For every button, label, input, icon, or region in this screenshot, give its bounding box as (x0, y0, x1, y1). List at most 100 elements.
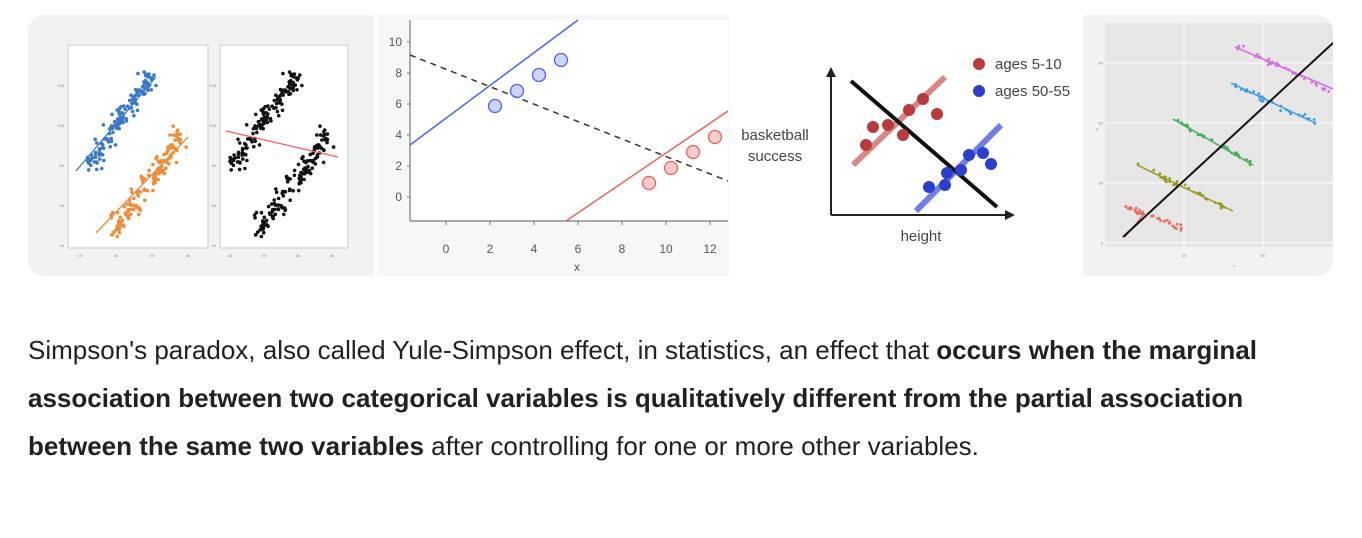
combined-point (302, 177, 306, 182)
group-point (1258, 95, 1262, 99)
group-point (1310, 80, 1314, 84)
blue-point (152, 73, 156, 77)
y-tick-label: 10 (389, 35, 403, 49)
group-point (1227, 148, 1230, 152)
combined-point (295, 88, 299, 92)
group-point (1302, 77, 1306, 81)
combined-point (280, 108, 285, 113)
group-point (1163, 175, 1166, 179)
x-tick-label: 20 (262, 253, 267, 258)
combined-point (292, 168, 297, 173)
combined-point (310, 166, 315, 170)
combined-point (252, 213, 257, 217)
orange-point (110, 232, 114, 237)
legend-marker-old (973, 85, 985, 97)
group-point (1157, 217, 1161, 220)
combined-point (231, 157, 236, 162)
group-point (1297, 113, 1301, 117)
combined-point (261, 230, 266, 235)
legend-label-old: ages 50-55 (995, 83, 1070, 100)
blue-point (130, 97, 135, 102)
regression-lines-image[interactable]: 10 8 6 4 2 0 0 2 4 6 8 10 12 x (378, 15, 729, 276)
orange-point (117, 221, 121, 226)
group-point (1234, 84, 1237, 87)
combined-point (308, 171, 313, 176)
basketball-height-image[interactable]: basketball success height ages 5-10 ages… (733, 15, 1079, 276)
old-point (977, 147, 989, 159)
y-tick-label: 40 (60, 243, 65, 248)
combined-point (244, 143, 248, 147)
group-point (1138, 208, 1141, 212)
combined-point (285, 179, 290, 184)
combined-point (270, 104, 274, 108)
combined-point (283, 190, 288, 194)
group-point (1289, 110, 1292, 114)
group-point (1168, 177, 1172, 180)
blue-point (509, 83, 525, 99)
combined-point (300, 83, 304, 88)
combined-point (260, 117, 264, 121)
young-point (917, 93, 929, 105)
blue-point (127, 98, 132, 103)
group-point (1179, 223, 1183, 227)
combined-point (276, 207, 280, 211)
x-tick-label: 30 (330, 253, 335, 258)
group-point (1248, 91, 1252, 94)
snippet-text-bold: occurs when the marginal association bet… (28, 335, 1257, 461)
combined-point (322, 128, 327, 132)
group-point (1279, 104, 1283, 108)
young-point (897, 129, 909, 141)
orange-point (145, 188, 150, 193)
combined-point (318, 133, 323, 137)
combined-point (237, 141, 242, 145)
group-point (1260, 95, 1264, 98)
combined-point (283, 90, 288, 94)
group-point (1171, 224, 1175, 228)
combined-point (280, 189, 285, 194)
orange-point (139, 174, 144, 179)
orange-point (168, 143, 173, 148)
blue-point (101, 123, 106, 127)
combined-point (251, 126, 256, 131)
group-point (1165, 218, 1169, 222)
combined-point (315, 155, 319, 160)
y-tick-label: 100 (209, 123, 216, 128)
blue-point (115, 108, 119, 112)
group-point (1242, 44, 1245, 48)
combined-point (304, 160, 308, 165)
combined-point (276, 113, 281, 118)
group-point (1163, 178, 1167, 182)
blue-point (87, 161, 91, 165)
group-point (1164, 180, 1168, 184)
blue-point (109, 136, 113, 141)
combined-point (298, 173, 302, 178)
scatter-plots-image[interactable]: 120 100 80 60 40 15 20 25 30 120 100 80 60 40 15 20 25 3… (28, 15, 374, 276)
group-point (1181, 123, 1185, 126)
snippet-text-end: after controlling for one or more other … (423, 431, 979, 461)
old-point (955, 164, 967, 176)
orange-point (117, 230, 122, 235)
combined-point (282, 212, 286, 217)
combined-point (253, 112, 258, 117)
group-point (1175, 180, 1179, 183)
young-point (931, 108, 943, 120)
group-point (1314, 82, 1318, 85)
blue-point (154, 83, 158, 88)
orange-point (131, 207, 136, 211)
combined-point (245, 158, 249, 163)
blue-point (124, 119, 129, 123)
y-tick-label: 60 (60, 203, 65, 208)
combined-point (276, 196, 281, 201)
orange-point (125, 202, 129, 206)
combined-point (281, 71, 285, 76)
group-point (1256, 52, 1259, 56)
combined-point (288, 86, 293, 91)
combined-point (254, 232, 258, 237)
combined-point (291, 188, 295, 193)
group-point (1168, 220, 1172, 224)
grouped-scatter-image[interactable]: 90 60 30 0 40 60 y x (1083, 15, 1333, 276)
group-point (1213, 201, 1217, 204)
group-point (1239, 88, 1243, 91)
orange-point (143, 198, 147, 202)
orange-point (137, 212, 141, 217)
